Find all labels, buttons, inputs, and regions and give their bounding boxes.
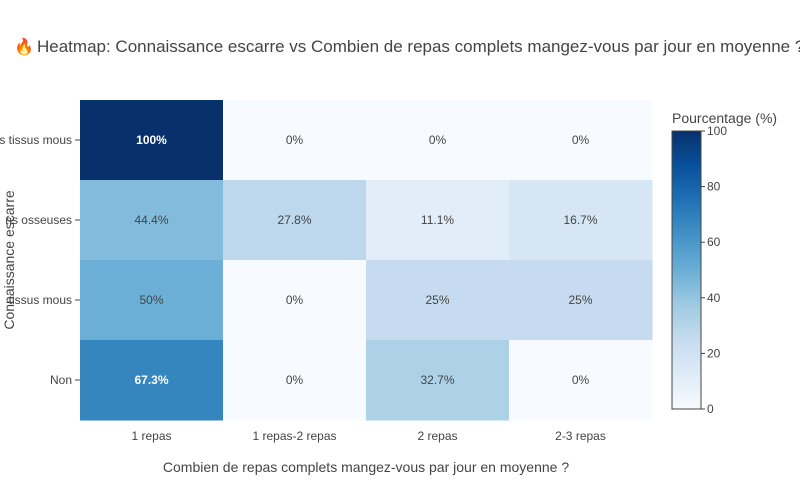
y-axis-tick-labels: s tissus mous ns osseuses tissus mous Non (0, 133, 80, 387)
heatmap-cell (366, 260, 510, 341)
cell-value-label: 27.8% (277, 213, 311, 227)
heatmap-cell (509, 260, 653, 341)
cell-value-label: 0% (286, 133, 304, 147)
cell-value-label: 100% (136, 133, 167, 147)
colorbar-tick-label: 40 (707, 291, 721, 305)
cell-value-label: 0% (286, 293, 304, 307)
x-tick-label: 2-3 repas (555, 429, 606, 443)
cell-value-label: 25% (568, 293, 592, 307)
chart-title-text: Heatmap: Connaissance escarre vs Combien… (37, 37, 800, 56)
heatmap-cell (223, 260, 367, 341)
heatmap-cell (366, 340, 510, 421)
y-tick-label: ns osseuses (5, 213, 72, 227)
heatmap-cells: 100% 0% 0% 0% 44.4% 27.8% 11.1% 16.7% 50% 0% 25% 25… (80, 100, 653, 421)
x-tick-label: 1 repas (131, 429, 171, 443)
y-tick-label: s tissus mous (0, 133, 72, 147)
heatmap-cell (80, 100, 224, 181)
chart-title: 🔥 Heatmap: Connaissance escarre vs Combi… (14, 37, 800, 56)
colorbar-tick-label: 60 (707, 235, 721, 249)
heatmap-cell (223, 100, 367, 181)
cell-value-label: 67.3% (134, 373, 168, 387)
heatmap-cell (509, 100, 653, 181)
heatmap-cell (223, 340, 367, 421)
cell-value-label: 11.1% (421, 213, 454, 227)
heatmap-cell (509, 180, 653, 261)
x-axis-title: Combien de repas complets mangez-vous pa… (163, 459, 569, 475)
heatmap-cell (366, 100, 510, 181)
fire-icon: 🔥 (14, 37, 34, 56)
colorbar-title: Pourcentage (%) (672, 110, 777, 126)
cell-value-label: 0% (572, 133, 590, 147)
cell-value-label: 44.4% (134, 213, 168, 227)
cell-value-label: 0% (572, 373, 590, 387)
cell-value-label: 25% (425, 293, 449, 307)
y-tick-label: Non (50, 373, 72, 387)
colorbar-tick-label: 0 (707, 402, 714, 416)
cell-value-label: 32.7% (420, 373, 454, 387)
colorbar-tick-label: 80 (707, 180, 721, 194)
colorbar-tick-label: 100 (707, 124, 727, 138)
heatmap-cell (80, 180, 224, 261)
heatmap-cell (366, 180, 510, 261)
x-tick-label: 1 repas-2 repas (252, 429, 336, 443)
x-tick-label: 2 repas (417, 429, 457, 443)
y-tick-label: tissus mous (9, 293, 72, 307)
cell-value-label: 50% (139, 293, 163, 307)
colorbar-ticks: 0 20 40 60 80 100 (701, 124, 727, 416)
heatmap-cell (80, 340, 224, 421)
colorbar: Pourcentage (%) 0 20 40 60 80 100 (671, 110, 777, 416)
heatmap-cell (223, 180, 367, 261)
cell-value-label: 0% (429, 133, 447, 147)
heatmap-cell (80, 260, 224, 341)
colorbar-gradient (671, 130, 702, 410)
colorbar-tick-label: 20 (707, 346, 721, 360)
heatmap-cell (509, 340, 653, 421)
cell-value-label: 16.7% (563, 213, 597, 227)
cell-value-label: 0% (286, 373, 304, 387)
y-axis-title: Connaissance escarre (1, 190, 17, 330)
x-axis-tick-labels: 1 repas 1 repas-2 repas 2 repas 2-3 repas (131, 429, 605, 443)
